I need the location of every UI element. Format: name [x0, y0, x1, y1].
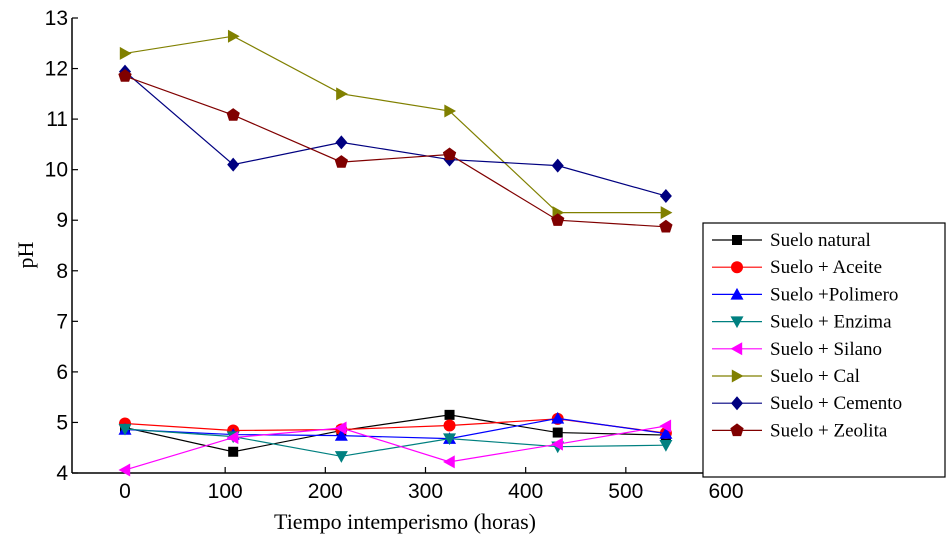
- data-point-suelo-natural: [552, 427, 563, 438]
- legend-entry-suelo-silano: Suelo + Silano: [712, 339, 882, 360]
- x-tick-label: 0: [119, 480, 131, 503]
- series-suelo-cemento: [119, 64, 672, 203]
- legend-marker: [731, 369, 744, 383]
- data-point-suelo-aceite: [443, 419, 456, 432]
- axes: [71, 18, 737, 474]
- data-point-suelo-silano: [334, 421, 347, 435]
- y-tick-label: 12: [45, 58, 68, 81]
- legend-label: Suelo + Enzima: [770, 312, 892, 333]
- legend-label: Suelo + Silano: [770, 339, 882, 360]
- y-tick-label: 7: [56, 310, 68, 333]
- data-point-suelo-zeolita: [442, 147, 457, 161]
- y-tick-label: 13: [45, 7, 68, 30]
- legend-entry-suelo-zeolita: Suelo + Zeolita: [712, 420, 888, 441]
- series-line-suelo-natural: [124, 414, 666, 453]
- series-suelo-silano: [118, 419, 672, 477]
- legend-label: Suelo + Cemento: [770, 393, 902, 414]
- legend-entry-suelo-enzima: Suelo + Enzima: [712, 312, 892, 333]
- y-tick-label: 9: [56, 209, 68, 232]
- data-point-suelo-cemento: [551, 158, 564, 173]
- series-line-suelo-zeolita: [124, 75, 666, 228]
- x-tick-label: 500: [608, 480, 643, 503]
- x-tick-label: 100: [208, 480, 243, 503]
- series-line-suelo-enzima: [124, 428, 666, 457]
- data-point-suelo-cemento: [659, 188, 672, 203]
- data-point-suelo-enzima: [118, 423, 132, 436]
- legend-entry-suelo-cal: Suelo + Cal: [712, 366, 860, 387]
- series-line-suelo-cal: [124, 35, 666, 214]
- y-axis-title: pH: [13, 241, 38, 268]
- legend-box: [702, 222, 946, 478]
- series-suelo-aceite: [119, 412, 672, 440]
- data-point-suelo-cal: [227, 29, 240, 43]
- data-point-suelo-enzima: [334, 451, 348, 463]
- y-tick-label: 6: [56, 361, 68, 384]
- data-point-suelo-zeolita: [118, 69, 132, 82]
- legend-marker: [730, 287, 744, 300]
- data-point-suelo-polimero: [551, 411, 565, 424]
- legend-entry-suelo-polimero: Suelo +Polimero: [712, 284, 898, 305]
- data-point-suelo-cal: [660, 206, 673, 220]
- data-point-suelo-natural: [228, 446, 239, 457]
- series-layer: [118, 29, 673, 477]
- series-line-suelo-silano: [124, 425, 666, 471]
- legend-label: Suelo +Polimero: [770, 284, 898, 305]
- series-suelo-cal: [119, 29, 673, 220]
- data-point-suelo-natural: [444, 409, 455, 420]
- legend-marker: [732, 235, 742, 245]
- data-point-suelo-zeolita: [551, 213, 565, 226]
- x-tick-label: 300: [408, 480, 443, 503]
- data-point-suelo-enzima: [443, 433, 457, 446]
- data-point-suelo-polimero: [659, 427, 673, 439]
- data-point-suelo-silano: [443, 455, 455, 469]
- series-line-suelo-aceite: [124, 418, 666, 434]
- legend-entry-suelo-aceite: Suelo + Aceite: [712, 257, 882, 278]
- data-point-suelo-zeolita: [226, 108, 240, 121]
- data-point-suelo-silano: [659, 419, 672, 433]
- data-point-suelo-cemento: [227, 157, 240, 172]
- legend-label: Suelo + Cal: [770, 366, 860, 387]
- data-point-suelo-silano: [118, 463, 131, 477]
- legend: Suelo natural Suelo + Aceite Suelo +Polime…: [702, 222, 946, 478]
- y-tick-labels: 4 5 6 7 8 9 10 11 12 13: [45, 7, 78, 485]
- y-tick-label: 11: [46, 108, 68, 131]
- legend-entry-suelo-natural: Suelo natural: [712, 230, 871, 251]
- data-point-suelo-zeolita: [659, 219, 673, 233]
- x-tick-labels: 0 100 200 300 400 500 600: [119, 467, 744, 503]
- legend-label: Suelo natural: [770, 230, 871, 251]
- y-tick-label: 10: [45, 159, 68, 182]
- x-tick-label: 400: [508, 480, 543, 503]
- series-suelo-zeolita: [118, 69, 673, 233]
- x-tick-label: 600: [708, 480, 743, 503]
- data-point-suelo-cal: [444, 104, 457, 118]
- legend-marker: [730, 342, 743, 356]
- series-line-suelo-cemento: [124, 71, 667, 197]
- data-point-suelo-enzima: [659, 439, 673, 452]
- data-point-suelo-silano: [226, 431, 239, 445]
- legend-label: Suelo + Zeolita: [770, 420, 888, 441]
- data-point-suelo-polimero: [334, 429, 348, 441]
- data-point-suelo-silano: [551, 437, 563, 451]
- y-tick-label: 8: [56, 260, 68, 283]
- legend-label: Suelo + Aceite: [770, 257, 882, 278]
- series-suelo-enzima: [118, 423, 673, 463]
- x-axis-title: Tiempo intemperismo (horas): [274, 509, 536, 534]
- data-point-suelo-cal: [336, 87, 348, 101]
- data-point-suelo-zeolita: [334, 155, 349, 168]
- data-point-suelo-cal: [119, 46, 132, 60]
- x-tick-label: 200: [308, 480, 343, 503]
- y-tick-label: 5: [56, 411, 68, 434]
- series-line-suelo-polimero: [124, 417, 666, 440]
- legend-marker: [731, 261, 743, 274]
- data-point-suelo-cemento: [335, 135, 348, 150]
- legend-marker: [730, 423, 744, 437]
- legend-marker: [730, 316, 744, 329]
- y-tick-label: 4: [56, 462, 68, 485]
- legend-entry-suelo-cemento: Suelo + Cemento: [712, 393, 902, 414]
- legend-marker: [731, 396, 743, 411]
